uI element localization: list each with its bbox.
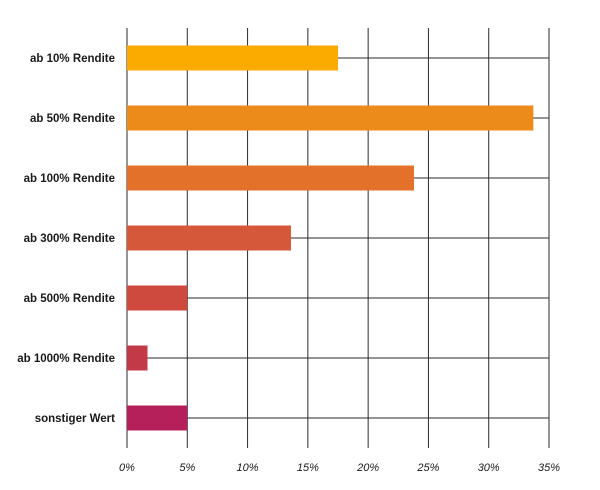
x-tick-label: 25% <box>416 462 439 474</box>
category-label: ab 10% Rendite <box>30 53 115 65</box>
category-label: ab 100% Rendite <box>24 173 115 185</box>
bar <box>127 285 188 311</box>
x-tick-label: 15% <box>297 462 319 474</box>
x-tick-labels: 0% 5% 10% 15% 20% 25% 30% 35% <box>119 462 560 474</box>
x-tick-label: 20% <box>356 462 379 474</box>
x-tick-label: 10% <box>237 462 259 474</box>
bar <box>127 405 188 431</box>
bar <box>127 105 534 131</box>
bars <box>127 45 534 431</box>
bar <box>127 45 338 71</box>
category-label: ab 500% Rendite <box>24 293 115 305</box>
category-label: ab 300% Rendite <box>24 233 115 245</box>
category-label: ab 50% Rendite <box>30 113 115 125</box>
x-tick-label: 5% <box>179 462 195 474</box>
bar <box>127 165 414 191</box>
bar <box>127 345 148 371</box>
category-label: ab 1000% Rendite <box>17 353 115 365</box>
category-label: sonstiger Wert <box>35 413 115 425</box>
x-tick-label: 35% <box>538 462 560 474</box>
x-tick-label: 0% <box>119 462 135 474</box>
category-labels: ab 10% Rendite ab 50% Rendite ab 100% Rend… <box>17 53 115 425</box>
x-tick-label: 30% <box>478 462 500 474</box>
bar <box>127 225 291 251</box>
